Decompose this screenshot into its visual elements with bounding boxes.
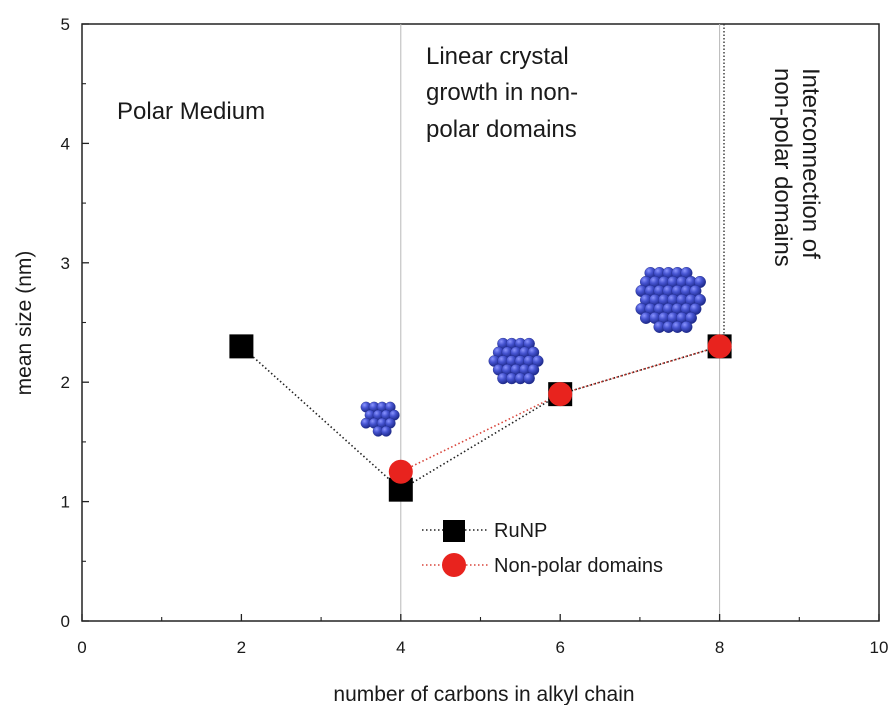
x-axis-title: number of carbons in alkyl chain xyxy=(333,683,634,705)
y-tick-label: 4 xyxy=(61,134,70,153)
y-tick-label: 2 xyxy=(61,373,70,392)
runp-marker xyxy=(229,334,254,359)
x-axis-ticks: 0 2 4 6 8 10 xyxy=(77,614,888,657)
nonpolar-domain-marker xyxy=(707,334,732,359)
series-line-1 xyxy=(400,345,720,473)
y-tick-label: 3 xyxy=(61,254,70,273)
small-nanoparticle-cluster xyxy=(360,401,400,437)
region-label-interconnection-line-1: Interconnection of xyxy=(797,68,824,259)
x-tick-label: 0 xyxy=(77,638,86,657)
x-tick-label: 2 xyxy=(237,638,246,657)
nanoparticle-illustrations xyxy=(360,266,706,437)
x-tick-label: 8 xyxy=(715,638,724,657)
nonpolar-domain-marker xyxy=(388,459,413,484)
x-tick-label: 4 xyxy=(396,638,405,657)
x-tick-label: 6 xyxy=(555,638,564,657)
x-tick-label: 10 xyxy=(870,638,889,657)
y-tick-label: 5 xyxy=(61,15,70,34)
legend-label-nonpolar: Non-polar domains xyxy=(494,555,663,577)
nanoparticle-sphere xyxy=(523,372,535,385)
legend: RuNP Non-polar domains xyxy=(422,520,663,577)
series-lines xyxy=(240,345,720,491)
medium-nanoparticle-cluster xyxy=(488,337,544,385)
nonpolar-domain-marker xyxy=(548,382,573,407)
legend-label-runp: RuNP xyxy=(494,520,547,542)
region-label-linear-growth-line-1: Linear crystal xyxy=(426,43,569,70)
region-label-polar-medium: Polar Medium xyxy=(117,98,265,125)
region-label-linear-growth-line-3: polar domains xyxy=(426,116,577,143)
region-label-linear-growth-line-2: growth in non- xyxy=(426,79,578,106)
y-tick-label: 1 xyxy=(61,493,70,512)
y-tick-label: 0 xyxy=(61,612,70,631)
series-markers xyxy=(229,334,732,502)
legend-marker-runp xyxy=(443,520,465,542)
y-axis-title: mean size (nm) xyxy=(13,251,36,396)
y-axis-ticks: 0 1 2 3 4 5 xyxy=(61,15,89,631)
legend-marker-nonpolar xyxy=(442,553,466,577)
region-label-interconnection-line-2: non-polar domains xyxy=(769,68,796,267)
large-nanoparticle-cluster xyxy=(635,266,706,333)
nanoparticle-sphere xyxy=(680,320,693,333)
nanoparticle-sphere xyxy=(380,425,392,437)
